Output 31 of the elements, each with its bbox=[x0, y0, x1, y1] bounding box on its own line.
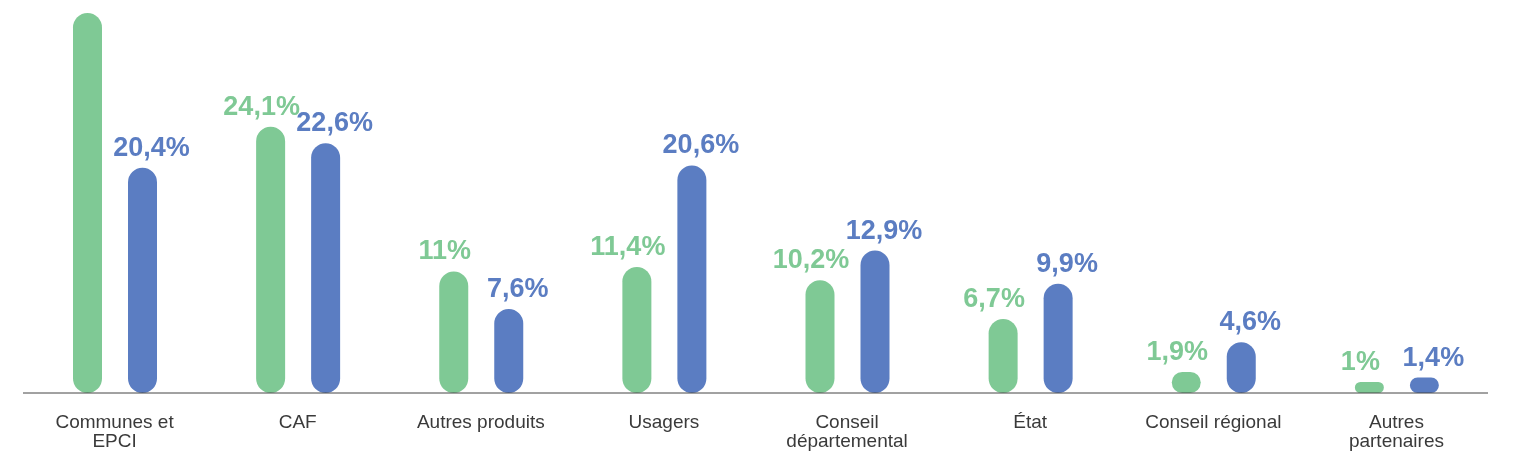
data-label: 1,9% bbox=[1146, 336, 1209, 367]
data-label: 6,7% bbox=[963, 282, 1025, 313]
x-tick-label: État bbox=[1013, 411, 1048, 433]
bar bbox=[1043, 283, 1073, 393]
x-tick-label: Autres partenaires bbox=[1348, 411, 1444, 452]
data-label: 1,4% bbox=[1402, 341, 1465, 372]
bar bbox=[73, 13, 102, 393]
data-label: 11% bbox=[418, 235, 472, 266]
x-tick-label: Conseil départemental bbox=[786, 411, 908, 452]
data-label: 4,6% bbox=[1219, 306, 1282, 337]
bar bbox=[311, 143, 341, 393]
bar bbox=[622, 267, 652, 393]
x-tick-label: CAF bbox=[278, 411, 317, 433]
data-label: 12,9% bbox=[845, 214, 923, 245]
x-tick-label: Autres produits bbox=[416, 411, 545, 433]
bar bbox=[256, 126, 286, 393]
data-label: 1% bbox=[1340, 345, 1380, 376]
data-label: 10,2% bbox=[772, 244, 850, 275]
data-label: 11,4% bbox=[590, 231, 666, 262]
data-label: 7,6% bbox=[486, 273, 549, 304]
bar bbox=[805, 280, 835, 393]
data-label: 20,6% bbox=[662, 129, 740, 160]
data-label: 9,9% bbox=[1036, 247, 1098, 278]
bar bbox=[860, 250, 890, 393]
x-tick-label: Usagers bbox=[628, 411, 700, 433]
data-label: 20,4% bbox=[113, 131, 190, 162]
bar bbox=[439, 271, 469, 393]
bar bbox=[128, 167, 157, 393]
x-tick-label: Conseil régional bbox=[1145, 411, 1282, 433]
bar bbox=[677, 165, 707, 393]
x-tick-label: Communes et EPCI bbox=[55, 411, 175, 452]
